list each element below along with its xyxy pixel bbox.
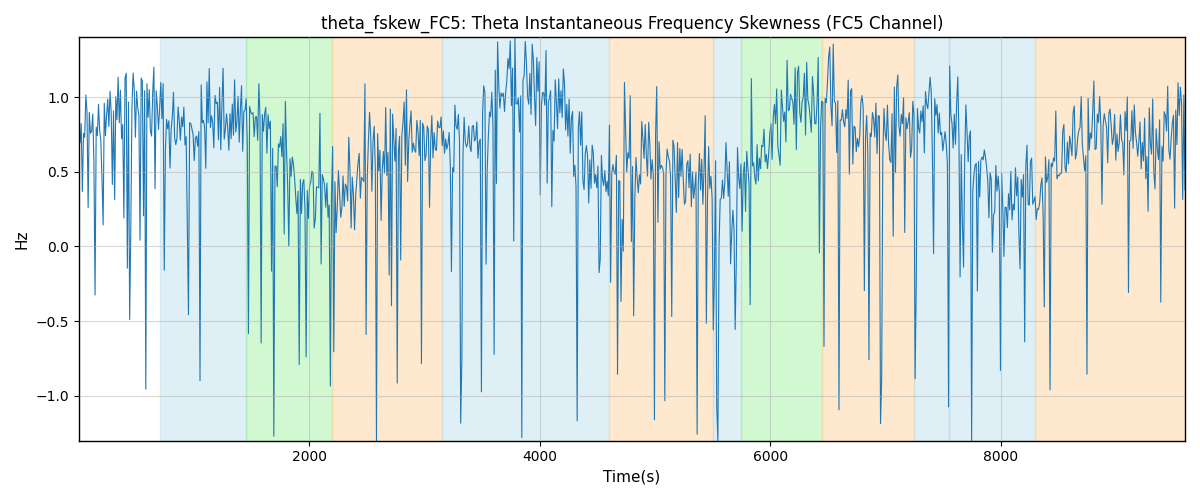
Bar [822, 38, 914, 440]
Bar [608, 38, 713, 440]
Bar [160, 38, 246, 440]
Bar [442, 38, 608, 440]
Bar [949, 38, 1036, 440]
Bar [742, 38, 822, 440]
Title: theta_fskew_FC5: Theta Instantaneous Frequency Skewness (FC5 Channel): theta_fskew_FC5: Theta Instantaneous Fre… [320, 15, 943, 34]
Bar [713, 38, 742, 440]
Bar [914, 38, 949, 440]
X-axis label: Time(s): Time(s) [604, 470, 660, 485]
Bar [332, 38, 442, 440]
Bar [246, 38, 332, 440]
Y-axis label: Hz: Hz [14, 230, 30, 249]
Bar [1036, 38, 1186, 440]
